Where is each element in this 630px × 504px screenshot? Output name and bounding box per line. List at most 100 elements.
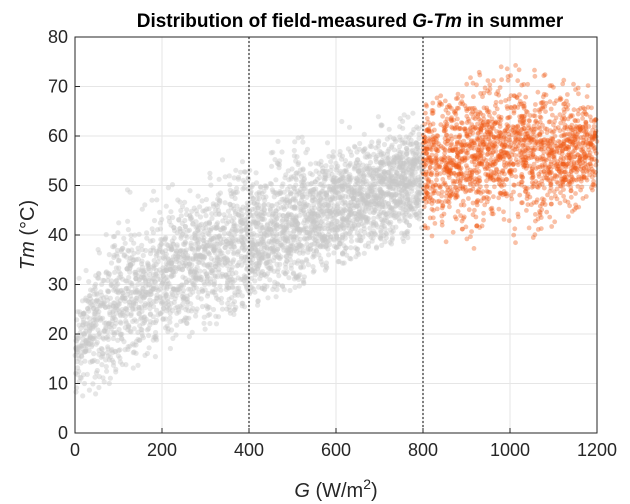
scatter-point	[283, 219, 289, 225]
scatter-point	[355, 216, 361, 222]
scatter-point	[279, 283, 286, 289]
scatter-point	[383, 175, 389, 181]
scatter-point	[217, 227, 223, 233]
scatter-point	[272, 190, 278, 196]
scatter-point	[170, 286, 176, 292]
scatter-point	[283, 264, 289, 270]
scatter-point	[140, 294, 146, 300]
scatter-point	[400, 140, 406, 146]
scatter-point	[375, 178, 381, 184]
scatter-point	[216, 211, 222, 217]
scatter-point	[379, 224, 385, 230]
scatter-point	[148, 288, 154, 295]
scatter-point	[340, 250, 346, 256]
scatter-point	[244, 276, 250, 282]
scatter-point	[206, 251, 212, 257]
scatter-point	[367, 143, 373, 149]
scatter-point	[139, 293, 145, 299]
scatter-point	[379, 178, 386, 185]
scatter-point	[97, 330, 103, 336]
scatter-point	[143, 289, 149, 295]
scatter-point	[98, 345, 104, 352]
scatter-point	[506, 218, 512, 224]
scatter-point	[361, 147, 367, 153]
scatter-point	[160, 280, 166, 286]
scatter-point	[320, 165, 326, 171]
scatter-point	[261, 239, 267, 245]
scatter-point	[153, 317, 160, 324]
scatter-point	[571, 160, 577, 165]
scatter-point	[331, 236, 337, 242]
scatter-point	[552, 119, 557, 124]
scatter-point	[200, 232, 206, 238]
scatter-point	[264, 259, 270, 265]
scatter-point	[218, 295, 224, 301]
scatter-point	[379, 222, 385, 228]
scatter-point	[413, 211, 419, 217]
scatter-point	[212, 246, 218, 252]
scatter-point	[84, 298, 91, 304]
scatter-point	[272, 242, 278, 248]
scatter-point	[249, 247, 255, 253]
scatter-point	[325, 183, 332, 189]
scatter-point	[103, 294, 109, 300]
scatter-point	[373, 159, 379, 165]
scatter-point	[339, 234, 346, 240]
scatter-point	[231, 223, 237, 229]
scatter-point	[244, 266, 250, 272]
scatter-point	[163, 251, 169, 257]
scatter-point	[151, 217, 158, 224]
scatter-point	[370, 167, 377, 173]
scatter-point	[337, 168, 343, 174]
scatter-point	[388, 197, 395, 203]
scatter-point	[389, 237, 395, 243]
scatter-point	[356, 209, 362, 215]
scatter-point	[297, 236, 303, 242]
scatter-point	[513, 135, 519, 141]
scatter-point	[118, 274, 124, 280]
scatter-point	[584, 132, 590, 137]
scatter-point	[107, 324, 113, 330]
scatter-point	[239, 234, 245, 240]
scatter-point	[373, 195, 379, 201]
scatter-point	[302, 212, 308, 218]
scatter-point	[195, 253, 202, 259]
scatter-point	[323, 176, 329, 182]
scatter-point	[478, 127, 484, 133]
scatter-point	[127, 293, 133, 299]
scatter-point	[240, 240, 246, 246]
scatter-point	[217, 236, 224, 242]
scatter-point	[408, 170, 414, 177]
scatter-point	[381, 210, 387, 216]
scatter-point	[312, 224, 318, 230]
scatter-point	[129, 303, 135, 309]
scatter-point	[250, 251, 256, 258]
scatter-point	[171, 235, 177, 241]
scatter-point	[592, 183, 597, 188]
scatter-point	[404, 177, 410, 183]
scatter-point	[291, 205, 297, 211]
scatter-point	[190, 221, 196, 227]
scatter-point	[411, 158, 417, 164]
scatter-point	[316, 205, 322, 211]
scatter-point	[224, 284, 230, 290]
scatter-point	[226, 173, 232, 179]
scatter-point	[201, 320, 207, 326]
scatter-point	[300, 264, 307, 270]
scatter-point	[147, 288, 153, 294]
scatter-point	[147, 305, 153, 312]
scatter-point	[559, 148, 565, 154]
scatter-point	[382, 239, 388, 245]
scatter-point	[317, 225, 323, 231]
scatter-point	[181, 228, 187, 234]
scatter-point	[291, 185, 297, 192]
scatter-point	[285, 168, 291, 174]
scatter-point	[219, 157, 226, 163]
scatter-point	[376, 200, 382, 206]
scatter-point	[552, 219, 558, 225]
scatter-point	[329, 176, 335, 182]
scatter-point	[520, 200, 525, 206]
scatter-point	[386, 126, 392, 132]
scatter-point	[294, 225, 300, 231]
